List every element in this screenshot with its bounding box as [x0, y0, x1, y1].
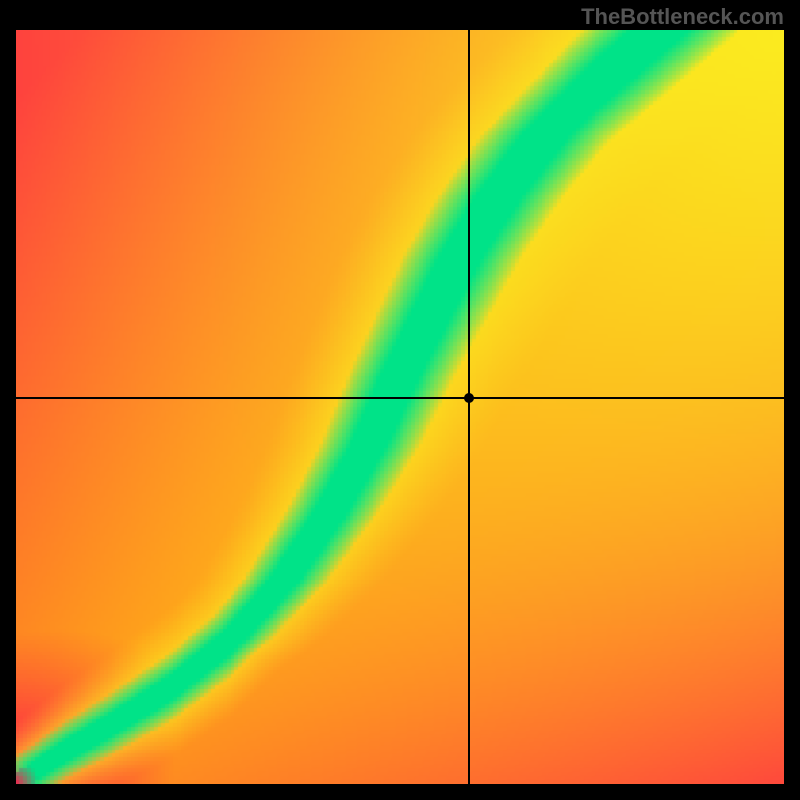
crosshair-point [464, 393, 474, 403]
crosshair-vertical [468, 30, 470, 784]
chart-frame: TheBottleneck.com [0, 0, 800, 800]
crosshair-horizontal [16, 397, 784, 399]
plot-area [16, 30, 784, 784]
heatmap-canvas [16, 30, 784, 784]
watermark-text: TheBottleneck.com [581, 4, 784, 30]
